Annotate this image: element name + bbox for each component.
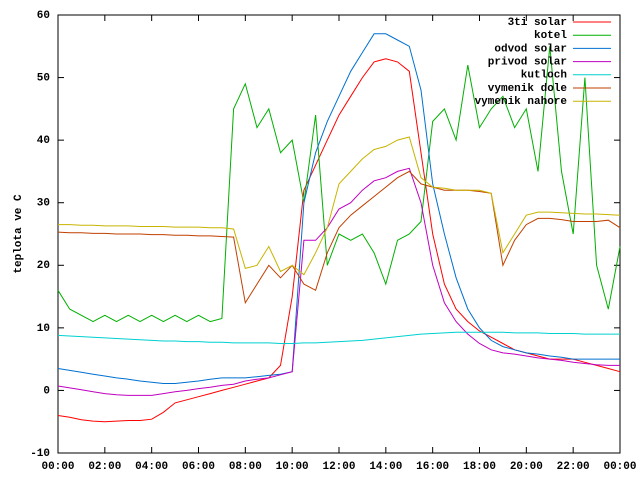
x-tick-label: 04:00 <box>135 461 168 473</box>
legend-label: kotel <box>534 30 567 42</box>
x-tick-label: 16:00 <box>416 461 449 473</box>
y-axis-label: teplota ve C <box>13 194 25 274</box>
series-line <box>57 46 621 323</box>
y-tick-label: 0 <box>43 385 50 397</box>
x-tick-label: 02:00 <box>88 461 121 473</box>
y-tick-label: 10 <box>37 323 50 335</box>
x-tick-label: 06:00 <box>182 461 215 473</box>
series-line <box>58 136 621 276</box>
x-tick-label: 20:00 <box>510 461 543 473</box>
legend-label: kutloch <box>521 70 567 82</box>
y-tick-label: 60 <box>37 10 50 22</box>
x-tick-label: 14:00 <box>369 461 402 473</box>
legend-label: vymenik dole <box>488 83 568 95</box>
x-tick-label: 00:00 <box>41 461 74 473</box>
y-tick-label: -10 <box>30 448 50 460</box>
x-tick-label: 10:00 <box>276 461 309 473</box>
legend-label: odvod solar <box>494 43 567 55</box>
series-line <box>57 167 620 396</box>
legend-label: vymenik nahore <box>475 96 568 108</box>
x-tick-label: 12:00 <box>322 461 355 473</box>
series-line <box>57 33 620 384</box>
x-tick-label: 08:00 <box>229 461 262 473</box>
x-tick-label: 22:00 <box>557 461 590 473</box>
legend-label: 3ti solar <box>508 17 567 29</box>
series-line <box>57 58 621 423</box>
y-tick-label: 50 <box>37 72 50 84</box>
y-tick-label: 30 <box>37 198 50 210</box>
series-line <box>57 331 620 344</box>
x-tick-label: 18:00 <box>463 461 496 473</box>
series-line <box>57 170 621 305</box>
legend-label: privod solar <box>488 57 567 69</box>
y-tick-label: 40 <box>37 135 50 147</box>
y-tick-label: 20 <box>37 260 50 272</box>
x-tick-label: 00:00 <box>603 461 636 473</box>
